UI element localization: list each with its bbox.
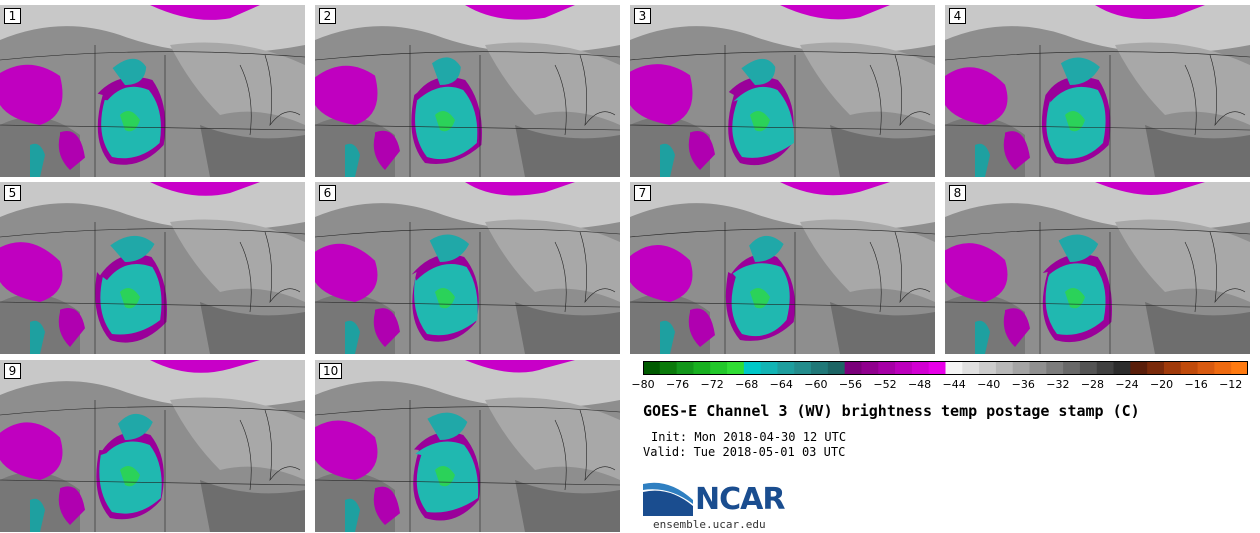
colorbar-swatch: [710, 361, 728, 375]
colorbar-tick-label: −24: [1115, 378, 1139, 391]
satellite-map: [0, 360, 305, 532]
satellite-map: [945, 182, 1250, 354]
colorbar-swatch: [743, 361, 762, 375]
satellite-map: [945, 5, 1250, 177]
postage-stamp-panel: 3: [630, 5, 935, 177]
colorbar-tick-label: −36: [1011, 378, 1035, 391]
colorbar-tick-label: −48: [907, 378, 932, 391]
colorbar-tick-label: −60: [804, 378, 828, 391]
valid-time: Valid: Tue 2018-05-01 03 UTC: [643, 445, 846, 459]
colorbar-tick-label: −12: [1219, 378, 1243, 391]
panel-label: 3: [634, 8, 651, 24]
colorbar-tick-label: −52: [873, 378, 897, 391]
colorbar-swatch: [827, 361, 846, 375]
satellite-map: [0, 5, 305, 177]
satellite-map: [315, 182, 620, 354]
colorbar-tick-label: −68: [735, 378, 759, 391]
colorbar-swatch: [1012, 361, 1031, 375]
colorbar-swatch: [995, 361, 1014, 375]
colorbar-tick-label: −28: [1080, 378, 1105, 391]
colorbar-swatch: [676, 361, 694, 375]
colorbar-swatch: [1096, 361, 1115, 375]
colorbar-swatch: [962, 361, 980, 375]
colorbar-swatch: [794, 361, 812, 375]
panel-label: 6: [319, 185, 336, 201]
panel-label: 9: [4, 363, 21, 379]
colorbar-swatch: [1197, 361, 1215, 375]
colorbar-swatch: [727, 361, 745, 375]
colorbar-swatch: [1147, 361, 1165, 375]
ensemble-url: ensemble.ucar.edu: [653, 518, 766, 531]
colorbar-swatch: [1163, 361, 1182, 375]
panel-label: 2: [319, 8, 336, 24]
colorbar-swatch: [693, 361, 711, 375]
panel-label: 1: [4, 8, 21, 24]
init-time: Init: Mon 2018-04-30 12 UTC: [651, 430, 847, 444]
colorbar-swatch: [945, 361, 963, 375]
postage-stamp-panel: 2: [315, 5, 620, 177]
colorbar-tick-label: −20: [1149, 378, 1174, 391]
figure-title: GOES-E Channel 3 (WV) brightness temp po…: [643, 402, 1140, 420]
colorbar-swatch: [777, 361, 795, 375]
colorbar-tick-label: −16: [1184, 378, 1208, 391]
colorbar-tick-label: −72: [700, 378, 724, 391]
colorbar-swatch: [659, 361, 678, 375]
colorbar-swatch: [1180, 361, 1199, 375]
postage-stamp-panel: 9: [0, 360, 305, 532]
satellite-map: [315, 360, 620, 532]
colorbar-ticks: −80 −76 −72 −68 −64 −60 −56 −52 −48 −44 −40 −36 −32−…: [631, 378, 1248, 394]
colorbar-border: [643, 361, 1248, 375]
satellite-map: [315, 5, 620, 177]
colorbar-swatch: [1063, 361, 1081, 375]
postage-stamp-panel: 6: [315, 182, 620, 354]
colorbar-swatch: [1029, 361, 1047, 375]
colorbar-swatch: [979, 361, 997, 375]
colorbar-swatch: [844, 361, 862, 375]
panel-label: 7: [634, 185, 651, 201]
colorbar-swatch: [861, 361, 879, 375]
colorbar-tick-label: −64: [769, 378, 793, 391]
postage-stamp-panel: 7: [630, 182, 935, 354]
ncar-logo-text: NCAR: [695, 482, 785, 517]
colorbar-tick-label: −80: [631, 378, 655, 391]
panel-label: 10: [319, 363, 343, 379]
colorbar-swatch: [760, 361, 778, 375]
colorbar-swatch: [1079, 361, 1098, 375]
colorbar-swatch: [811, 361, 829, 375]
colorbar-swatch: [928, 361, 946, 375]
colorbar-swatch: [895, 361, 913, 375]
satellite-map: [630, 182, 935, 354]
ncar-logo-icon: [643, 482, 693, 516]
colorbar-swatch: [1130, 361, 1148, 375]
postage-stamp-panel: 8: [945, 182, 1250, 354]
colorbar-tick-label: −44: [942, 378, 966, 391]
postage-stamp-panel: 1: [0, 5, 305, 177]
colorbar-swatch: [1214, 361, 1232, 375]
colorbar-tick-label: −32: [1046, 378, 1070, 391]
colorbar-tick-label: −76: [665, 378, 690, 391]
colorbar-swatch: [1046, 361, 1064, 375]
satellite-map: [0, 182, 305, 354]
colorbar-tick-label: −40: [977, 378, 1001, 391]
panel-label: 8: [949, 185, 966, 201]
ncar-logo: NCAR: [643, 476, 803, 520]
colorbar-swatch: [1113, 361, 1131, 375]
postage-stamp-panel: 5: [0, 182, 305, 354]
panel-label: 5: [4, 185, 21, 201]
colorbar-tick-label: −56: [838, 378, 863, 391]
colorbar: [643, 361, 1248, 375]
colorbar-swatch: [643, 361, 661, 375]
postage-stamp-panel: 10: [315, 360, 620, 532]
postage-stamp-panel: 4: [945, 5, 1250, 177]
satellite-map: [630, 5, 935, 177]
colorbar-swatch: [1231, 361, 1248, 375]
colorbar-swatch: [911, 361, 930, 375]
panel-label: 4: [949, 8, 966, 24]
colorbar-swatch: [878, 361, 896, 375]
